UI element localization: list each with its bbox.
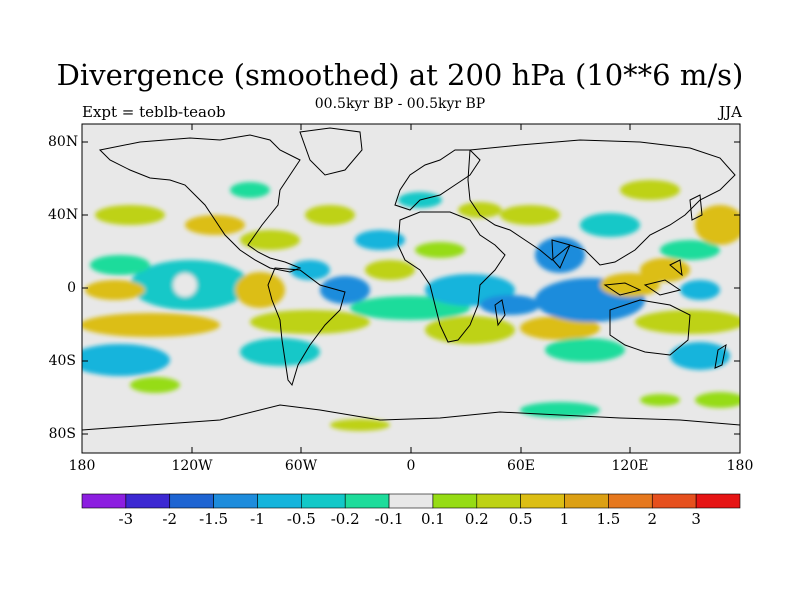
colorbar-label: -1 <box>250 510 265 528</box>
colorbar-swatch <box>81 493 127 509</box>
colorbar-label: 3 <box>691 510 701 528</box>
colorbar-label: 0.5 <box>508 510 533 528</box>
lat-label-80s: 80S <box>48 426 76 442</box>
colorbar-label: 2 <box>647 510 658 528</box>
colorbar-label: -0.2 <box>330 510 360 528</box>
lat-label-0: 0 <box>67 280 76 296</box>
plot-subtitle: 00.5kyr BP - 00.5kyr BP <box>314 96 486 112</box>
colorbar-label: -3 <box>118 510 134 528</box>
colorbar-swatch <box>695 493 741 509</box>
colorbar-swatch <box>608 493 653 509</box>
colorbar-label: 0.2 <box>464 510 489 528</box>
colorbar-swatch <box>257 493 302 509</box>
lon-label-180e: 180 <box>726 458 754 474</box>
axis-ticks <box>82 124 740 453</box>
colorbar-label: -1.5 <box>199 510 229 528</box>
coastlines <box>82 127 740 431</box>
colorbar-swatch <box>301 493 346 509</box>
colorbar-label: -0.5 <box>286 510 316 528</box>
lon-label-60e: 60E <box>506 458 536 474</box>
colorbar-swatch <box>213 493 258 509</box>
colorbar <box>81 493 741 509</box>
divergence-field <box>82 180 740 431</box>
lat-label-80n: 80N <box>48 134 79 150</box>
season-label: JJA <box>719 103 742 121</box>
lat-label-40n: 40N <box>48 207 79 223</box>
colorbar-swatch <box>651 493 697 509</box>
colorbar-swatch <box>388 493 434 509</box>
colorbar-swatch <box>169 493 214 509</box>
lon-label-0: 0 <box>406 458 416 474</box>
lat-label-40s: 40S <box>48 353 76 369</box>
experiment-label: Expt = teblb-teaob <box>82 103 226 121</box>
colorbar-swatch <box>476 493 521 509</box>
colorbar-label: -2 <box>162 510 178 528</box>
colorbar-swatch <box>432 493 478 509</box>
colorbar-swatch <box>564 493 609 509</box>
lon-label-120w: 120W <box>171 458 213 474</box>
plot-title: Divergence (smoothed) at 200 hPa (10**6 … <box>56 58 744 92</box>
colorbar-label: 1 <box>559 510 570 528</box>
colorbar-label: 0.1 <box>420 510 445 528</box>
lon-label-120e: 120E <box>611 458 649 474</box>
lon-label-180w: 180 <box>68 458 96 474</box>
lon-label-60w: 60W <box>284 458 318 474</box>
colorbar-label: 1.5 <box>596 510 621 528</box>
colorbar-swatch <box>520 493 565 509</box>
colorbar-swatch <box>125 493 171 509</box>
colorbar-label: -0.1 <box>374 510 404 528</box>
colorbar-swatch <box>344 493 390 509</box>
